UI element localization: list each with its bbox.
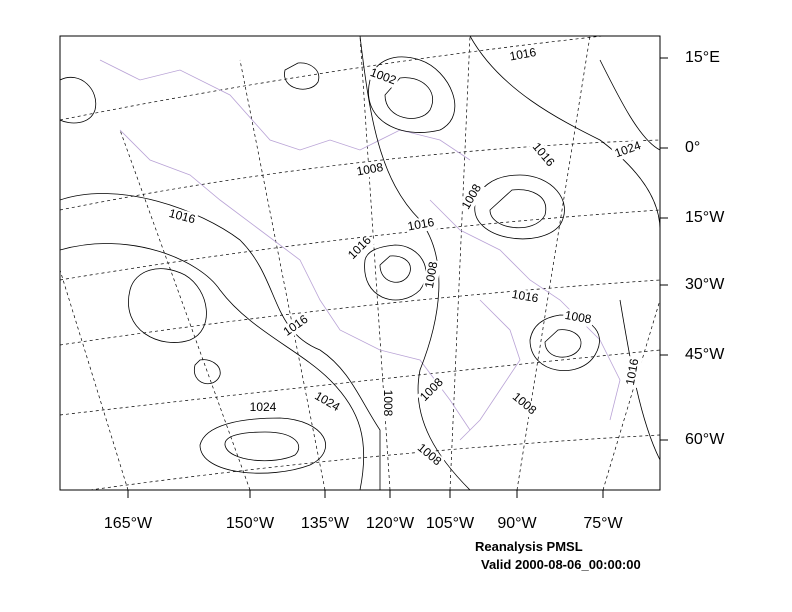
contour-label-bg bbox=[405, 215, 437, 235]
lat-label: 30°W bbox=[685, 276, 725, 293]
contour-label-bg bbox=[344, 232, 376, 264]
contour-label-bg bbox=[422, 259, 442, 291]
contour-label-bg bbox=[380, 388, 394, 418]
contour-label: 1024 bbox=[250, 400, 277, 414]
contour-label: 1016 bbox=[508, 45, 537, 63]
contour-label-bg bbox=[508, 388, 540, 420]
contour-label: 1016 bbox=[406, 215, 435, 233]
contour-label-bg bbox=[611, 138, 645, 162]
lon-label: 150°W bbox=[226, 515, 275, 532]
lat-label: 0° bbox=[685, 139, 700, 156]
contour-label: 1008 bbox=[381, 390, 395, 417]
contour-label-bg bbox=[458, 180, 486, 214]
contour-label-bg bbox=[509, 287, 541, 307]
lon-label: 105°W bbox=[426, 515, 475, 532]
contour-label: 1008 bbox=[564, 308, 593, 326]
contour-label: 1016 bbox=[511, 287, 540, 305]
contour-label-bg bbox=[527, 139, 559, 171]
map-body bbox=[60, 36, 660, 490]
lat-label: 60°W bbox=[685, 431, 725, 448]
contour-label: 1008 bbox=[355, 160, 384, 178]
coastlines bbox=[99, 59, 621, 441]
caption-title: Reanalysis PMSL bbox=[475, 539, 583, 554]
lon-label: 135°W bbox=[301, 515, 350, 532]
contour-label-bg bbox=[416, 374, 448, 406]
lat-label: 45°W bbox=[685, 346, 725, 363]
lon-label: 90°W bbox=[497, 515, 537, 532]
lon-label: 120°W bbox=[366, 515, 415, 532]
lon-label: 75°W bbox=[583, 515, 623, 532]
contour-label-bg bbox=[165, 206, 199, 228]
map-frame bbox=[59, 35, 661, 491]
graticule bbox=[60, 36, 660, 490]
contour-label: 1008 bbox=[422, 260, 440, 289]
lon-label: 165°W bbox=[104, 515, 153, 532]
contour-label-bg bbox=[310, 388, 344, 416]
contour-label-bg bbox=[354, 160, 386, 180]
lat-label: 15°E bbox=[685, 49, 720, 66]
contour-label: 1016 bbox=[168, 206, 198, 227]
contour-label-bg bbox=[279, 311, 313, 341]
contour-label-bg bbox=[366, 65, 400, 89]
contour-label-bg bbox=[413, 439, 445, 471]
contour-label-bg bbox=[562, 308, 594, 328]
contour-label-bg bbox=[248, 401, 278, 415]
contour-label-bg bbox=[623, 356, 643, 388]
isobars bbox=[60, 36, 660, 490]
caption-valid: Valid 2000-08-06_00:00:00 bbox=[481, 557, 641, 572]
contour-label: 1016 bbox=[623, 357, 641, 386]
lat-label: 15°W bbox=[685, 209, 725, 226]
contour-label-bg bbox=[507, 45, 539, 65]
